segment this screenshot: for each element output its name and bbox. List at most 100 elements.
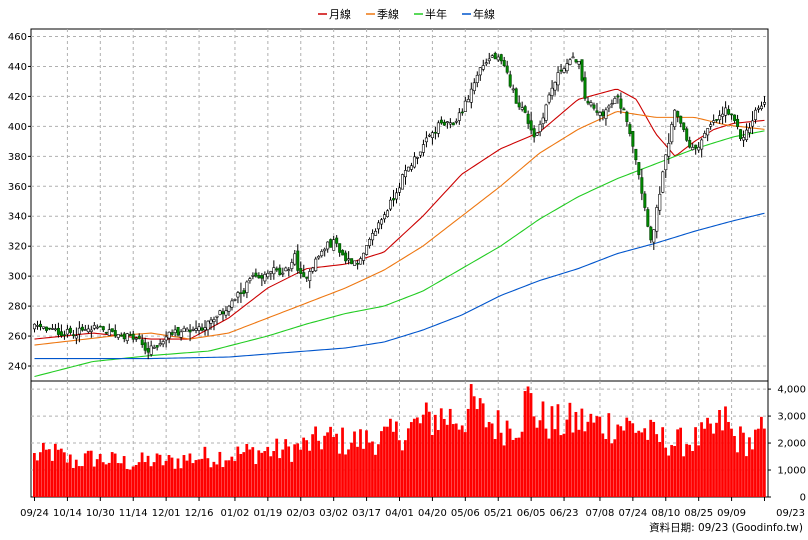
candle-body xyxy=(230,300,234,308)
volume-bar xyxy=(664,447,668,497)
volume-bar xyxy=(320,449,323,497)
volume-bar xyxy=(101,462,105,497)
price-axis-labels: 240 260 280 300 320 340 360 380 400 420 440 460 xyxy=(8,32,31,373)
candle-body xyxy=(377,222,381,230)
candle-body xyxy=(89,329,93,332)
candle-body xyxy=(640,177,644,194)
volume-bar xyxy=(649,419,653,497)
volume-bar xyxy=(415,417,419,497)
volume-bar xyxy=(59,448,63,497)
candle-body xyxy=(194,328,198,331)
candle-body xyxy=(38,323,42,328)
candle-body xyxy=(661,171,665,193)
volume-bar xyxy=(748,437,751,497)
volume-bar xyxy=(383,426,386,497)
candle-body xyxy=(341,250,345,256)
volume-bar xyxy=(493,438,497,497)
candle-body xyxy=(179,331,183,338)
candle-body xyxy=(110,328,114,332)
price-tick-label: 380 xyxy=(8,152,27,163)
candle-body xyxy=(439,119,443,124)
price-tick-label: 320 xyxy=(8,242,27,253)
date-tick-label: 06/23 xyxy=(550,508,579,519)
candle-body xyxy=(658,193,662,211)
volume-bar xyxy=(559,435,563,497)
candle-body xyxy=(107,329,111,336)
candle-body xyxy=(457,112,461,121)
volume-bar xyxy=(218,451,222,497)
volume-bar xyxy=(448,408,452,497)
candle-body xyxy=(308,271,312,281)
volume-bar xyxy=(227,460,231,497)
candle-body xyxy=(757,107,761,110)
ma-line-0 xyxy=(34,88,765,340)
volume-bar xyxy=(751,449,754,497)
volume-bar xyxy=(230,456,234,497)
candle-body xyxy=(652,229,656,243)
volume-bar xyxy=(341,427,344,497)
candle-body xyxy=(721,113,725,117)
candle-body xyxy=(188,329,192,333)
candle-body xyxy=(586,100,590,104)
volume-bar xyxy=(71,467,75,497)
volume-bar xyxy=(374,454,377,497)
candle-body xyxy=(71,334,75,336)
candle-body xyxy=(760,105,764,109)
volume-bar xyxy=(610,443,614,497)
candle-body xyxy=(239,292,243,294)
volume-bar xyxy=(601,433,605,497)
volume-bar xyxy=(550,406,554,497)
candle-body xyxy=(523,106,527,113)
volume-bar xyxy=(409,422,413,497)
candle-body xyxy=(266,272,270,278)
volume-bar xyxy=(460,425,464,497)
candle-body xyxy=(215,315,219,318)
candle-body xyxy=(134,337,138,340)
candle-body xyxy=(418,151,422,156)
volume-bar xyxy=(377,444,380,497)
candle-body xyxy=(320,251,324,257)
candle-body xyxy=(350,258,354,265)
candle-body xyxy=(538,123,542,132)
candle-body xyxy=(224,310,228,316)
candle-body xyxy=(673,109,677,127)
candle-body xyxy=(92,325,96,329)
candle-body xyxy=(386,210,390,217)
candle-body xyxy=(338,243,342,253)
volume-bar xyxy=(329,426,332,497)
candle-body xyxy=(206,320,210,331)
volume-bar xyxy=(236,446,240,497)
candle-body xyxy=(556,72,560,86)
candle-body xyxy=(670,124,674,143)
volume-bar xyxy=(691,450,694,497)
candle-body xyxy=(161,341,165,345)
volume-bar xyxy=(589,413,593,497)
candle-body xyxy=(254,272,258,277)
volume-bar xyxy=(206,458,210,497)
candle-body xyxy=(553,82,557,91)
volume-bar xyxy=(314,426,317,497)
date-tick-label: 10/14 xyxy=(53,508,82,519)
volume-bar xyxy=(170,457,174,497)
candle-body xyxy=(278,267,282,275)
candle-body xyxy=(535,132,539,136)
price-tick-label: 240 xyxy=(8,362,27,373)
volume-bar xyxy=(553,429,557,497)
volume-bar xyxy=(131,466,135,497)
candle-body xyxy=(514,88,518,104)
date-tick-label: 09/09 xyxy=(717,508,746,519)
volume-bar xyxy=(682,456,685,497)
volume-bar xyxy=(323,435,326,497)
candle-body xyxy=(619,98,623,109)
candle-body xyxy=(682,122,686,130)
volume-bar xyxy=(733,435,736,497)
volume-bar xyxy=(74,459,78,497)
volume-bar xyxy=(454,423,458,497)
candle-body xyxy=(421,144,425,153)
date-tick-label: 10/30 xyxy=(86,508,115,519)
volume-bar xyxy=(532,416,536,497)
volume-bar xyxy=(703,428,706,497)
candle-body xyxy=(392,198,396,201)
volume-bar xyxy=(571,432,575,497)
